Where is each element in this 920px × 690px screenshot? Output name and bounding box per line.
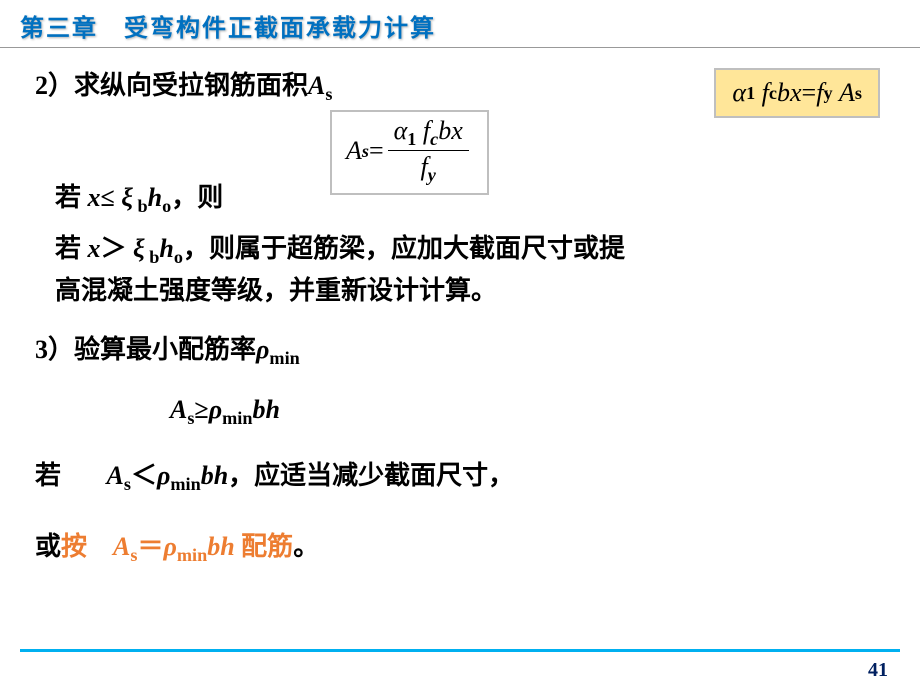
step-3-heading: 3）验算最小配筋率ρmin [35,330,885,372]
s-c3: s [124,475,131,495]
yf-alpha: α [732,78,746,108]
xi-2: ξ [127,234,145,263]
condition-2: 若 x＞ ξ bho，则属于超筋梁，应加大截面尺寸或提 [35,229,885,271]
fraction: α1 fcbx fy [388,118,469,185]
o-sub-2: o [174,247,183,267]
x-2: x [88,234,101,263]
gf-x: x [451,116,463,145]
chapter-title: 第三章 受弯构件正截面承载力计算 [0,0,920,48]
gray-formula-box: As = α1 fcbx fy [330,110,489,195]
ge-i1: ≥ [194,395,208,424]
ruo-1: 若 [55,183,88,212]
h-2: h [159,234,173,263]
o-sub-1: o [162,197,171,217]
bottom-rule [20,649,900,652]
gf-s: s [362,141,369,162]
gf-fy: f [421,152,428,181]
ze-1: ，则 [171,183,223,212]
yf-fc: f [762,78,769,108]
eq-c4: ＝ [137,532,163,561]
yf-c: c [769,83,777,104]
le-1: ≤ [101,183,115,212]
yf-s: s [855,83,862,104]
period-c4: 。 [293,532,319,561]
gf-c: c [430,129,438,149]
min-c3: min [170,475,200,495]
gf-b: b [438,116,451,145]
gf-A: A [346,136,362,166]
rest-2a: ，则属于超筋梁，应加大截面尺寸或提 [183,234,625,263]
yf-one: 1 [746,83,755,104]
rest-c4: 配筋 [235,532,294,561]
step2-text: 2）求纵向受拉钢筋面积 [35,71,308,100]
condition-3: 若 As＜ρminbh，应适当减少截面尺寸， [35,456,885,498]
condition-4: 或按 As＝ρminbh 配筋。 [35,527,885,569]
A-c3: A [107,461,124,490]
inequality-1: As≥ρminbh [35,390,885,432]
A-c4: A [113,532,130,561]
lt-c3: ＜ [131,461,157,490]
A-i1: A [170,395,187,424]
yf-A: A [839,78,855,108]
min-c4: min [177,545,207,565]
rho-i1: ρ [209,395,222,424]
min-i1: min [222,408,252,428]
an-c4: 按 [61,532,87,561]
ruo-2: 若 [55,234,88,263]
step3-text: 3）验算最小配筋率 [35,335,256,364]
yf-x: x [790,78,802,108]
rho-3: ρ [256,335,269,364]
h-1: h [148,183,162,212]
condition-2-line2: 高混凝土强度等级，并重新设计计算。 [35,271,885,311]
symbol-s-sub: s [325,84,332,104]
gf-one: 1 [407,129,416,149]
page-number: 41 [868,659,888,682]
rho-c4: ρ [163,532,176,561]
symbol-A: A [308,71,325,100]
yellow-formula-box: α1 fcbx = fy As [714,68,880,118]
huo-c4: 或 [35,532,61,561]
frac-num: α1 fcbx [388,118,469,151]
gt-2: ＞ [101,234,127,263]
xi-1: ξ [115,183,133,212]
bh-c3: bh [201,461,228,490]
bh-c4: bh [207,532,234,561]
yf-eq: = [802,78,817,108]
b-sub-1: b [133,197,148,217]
gf-eq: = [369,136,384,166]
gf-alpha: α [394,116,408,145]
gf-y: y [428,166,436,186]
rho-c3: ρ [157,461,170,490]
yf-b: b [777,78,790,108]
frac-den: fy [415,151,442,184]
yf-fy: f [816,78,823,108]
min-3: min [269,348,299,368]
bh-i1: bh [252,395,279,424]
ruo-3: 若 [35,461,61,490]
b-sub-2: b [145,247,160,267]
yf-y: y [823,83,832,104]
rest-c3: ，应适当减少截面尺寸， [228,461,514,490]
x-1: x [88,183,101,212]
